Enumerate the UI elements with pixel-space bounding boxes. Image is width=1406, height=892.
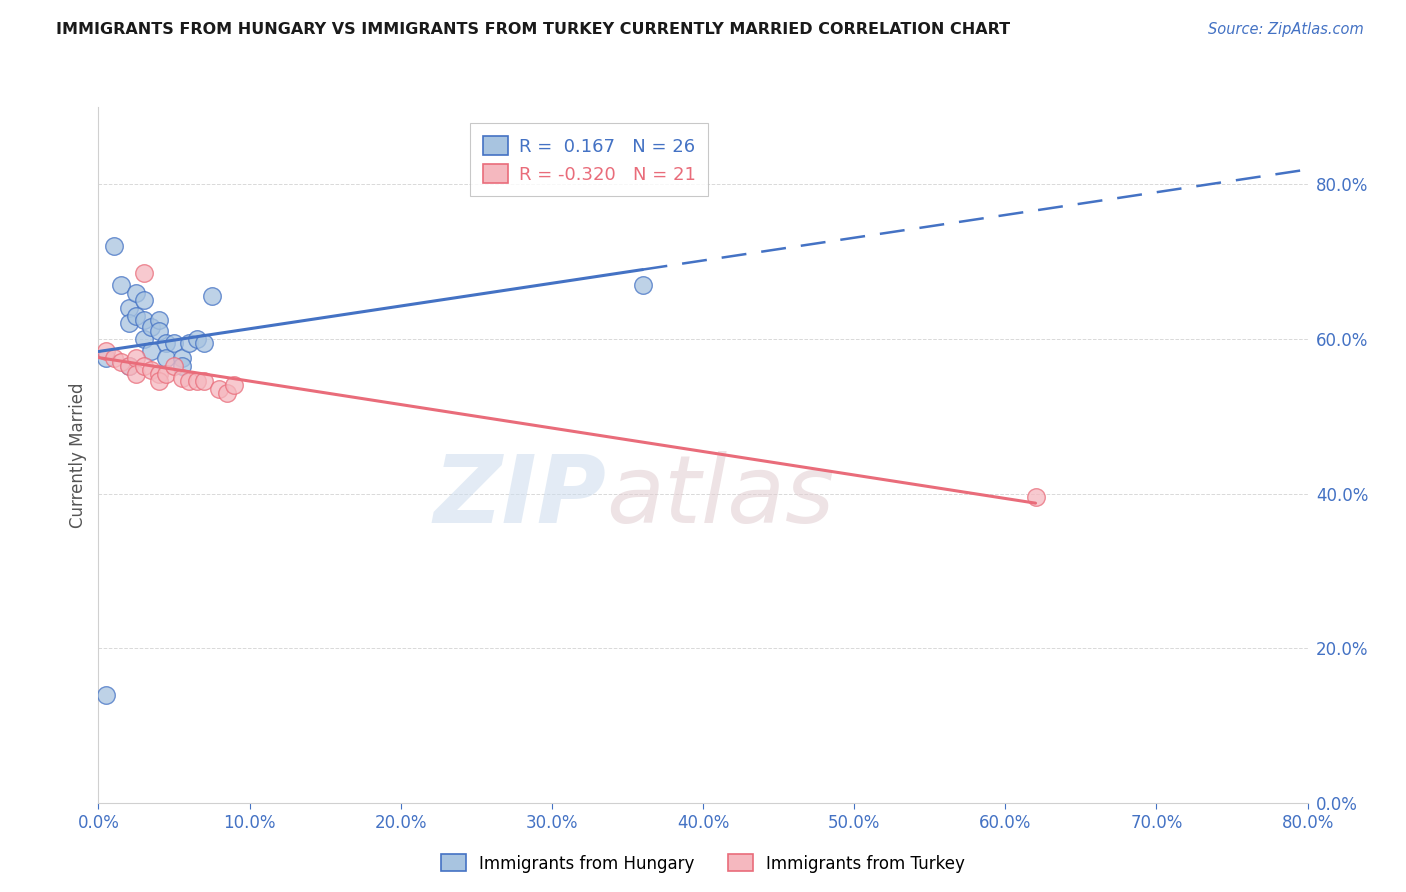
Point: [141, 320, 163, 334]
Point: [193, 335, 215, 350]
Point: [132, 359, 155, 373]
Point: [132, 266, 155, 280]
Point: [148, 324, 170, 338]
Point: [201, 289, 224, 303]
Point: [110, 355, 132, 369]
Point: [170, 370, 193, 384]
Legend: R =  0.167   N = 26, R = -0.320   N = 21: R = 0.167 N = 26, R = -0.320 N = 21: [470, 123, 709, 196]
Point: [103, 351, 125, 366]
Point: [94, 688, 117, 702]
Point: [132, 293, 155, 308]
Point: [125, 367, 148, 381]
Point: [215, 386, 238, 401]
Point: [148, 375, 170, 389]
Point: [208, 382, 231, 396]
Point: [132, 332, 155, 346]
Point: [170, 351, 193, 366]
Point: [186, 375, 208, 389]
Point: [186, 332, 208, 346]
Point: [141, 363, 163, 377]
Point: [148, 367, 170, 381]
Legend: Immigrants from Hungary, Immigrants from Turkey: Immigrants from Hungary, Immigrants from…: [434, 847, 972, 880]
Point: [132, 312, 155, 326]
Point: [118, 301, 141, 315]
Text: ZIP: ZIP: [433, 450, 606, 542]
Point: [179, 375, 201, 389]
Point: [125, 351, 148, 366]
Point: [155, 351, 177, 366]
Point: [224, 378, 246, 392]
Point: [1024, 491, 1046, 505]
Text: Source: ZipAtlas.com: Source: ZipAtlas.com: [1208, 22, 1364, 37]
Point: [118, 359, 141, 373]
Point: [155, 367, 177, 381]
Point: [163, 359, 186, 373]
Point: [125, 309, 148, 323]
Point: [125, 285, 148, 300]
Text: IMMIGRANTS FROM HUNGARY VS IMMIGRANTS FROM TURKEY CURRENTLY MARRIED CORRELATION : IMMIGRANTS FROM HUNGARY VS IMMIGRANTS FR…: [56, 22, 1011, 37]
Y-axis label: Currently Married: Currently Married: [69, 382, 87, 528]
Point: [94, 351, 117, 366]
Text: atlas: atlas: [606, 451, 835, 542]
Point: [155, 335, 177, 350]
Point: [148, 312, 170, 326]
Point: [179, 335, 201, 350]
Point: [170, 359, 193, 373]
Point: [118, 317, 141, 331]
Point: [118, 359, 141, 373]
Point: [110, 277, 132, 292]
Point: [103, 239, 125, 253]
Point: [94, 343, 117, 358]
Point: [631, 277, 654, 292]
Point: [193, 375, 215, 389]
Point: [141, 343, 163, 358]
Point: [163, 335, 186, 350]
